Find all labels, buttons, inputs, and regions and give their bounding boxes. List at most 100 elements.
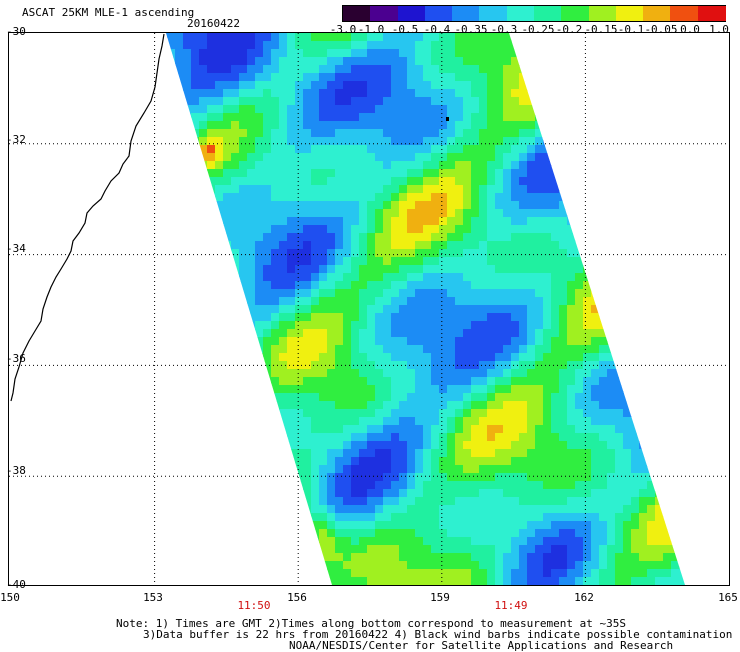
swath-cell <box>511 529 520 538</box>
swath-cell <box>191 457 200 466</box>
swath-cell <box>503 329 512 338</box>
swath-cell <box>231 113 240 122</box>
swath-cell <box>239 225 248 234</box>
swath-cell <box>495 441 504 450</box>
swath-cell <box>175 297 184 306</box>
swath-cell <box>215 521 224 530</box>
swath-cell <box>655 569 664 578</box>
swath-cell <box>551 353 560 362</box>
swath-cell <box>679 89 685 98</box>
swath-cell <box>559 377 568 386</box>
swath-cell <box>167 377 176 386</box>
swath-cell <box>343 89 352 98</box>
swath-cell <box>295 481 304 490</box>
swath-cell <box>471 241 480 250</box>
swath-cell <box>599 265 608 274</box>
swath-cell <box>639 417 648 426</box>
swath-cell <box>263 113 272 122</box>
swath-cell <box>175 385 184 394</box>
swath-cell <box>535 377 544 386</box>
swath-cell <box>663 441 672 450</box>
swath-cell <box>175 465 184 474</box>
swath-cell <box>166 457 168 466</box>
swath-cell <box>567 553 576 562</box>
swath-cell <box>495 433 504 442</box>
swath-cell <box>631 73 640 82</box>
swath-cell <box>247 465 256 474</box>
swath-cell <box>607 577 616 585</box>
swath-cell <box>423 65 432 74</box>
swath-cell <box>431 257 440 266</box>
swath-cell <box>479 545 488 554</box>
swath-cell <box>463 457 472 466</box>
swath-cell <box>591 497 600 506</box>
swath-cell <box>663 233 672 242</box>
swath-cell <box>375 513 384 522</box>
swath-cell <box>231 73 240 82</box>
swath-cell <box>311 185 320 194</box>
swath-cell <box>367 97 376 106</box>
swath-cell <box>239 201 248 210</box>
swath-cell <box>199 193 208 202</box>
swath-cell <box>167 97 176 106</box>
swath-cell <box>591 105 600 114</box>
swath-cell <box>279 137 288 146</box>
swath-cell <box>391 57 400 66</box>
swath-cell <box>447 225 456 234</box>
swath-cell <box>166 97 168 106</box>
swath-cell <box>183 321 192 330</box>
swath-cell <box>191 537 200 546</box>
swath-cell <box>415 553 424 562</box>
swath-cell <box>359 249 368 258</box>
swath-cell <box>359 409 368 418</box>
swath-cell <box>551 177 560 186</box>
swath-cell <box>167 57 176 66</box>
swath-cell <box>231 145 240 154</box>
swath-cell <box>239 473 248 482</box>
swath-cell <box>391 417 400 426</box>
swath-cell <box>271 281 280 290</box>
swath-cell <box>199 481 208 490</box>
swath-cell <box>167 209 176 218</box>
swath-cell <box>487 89 496 98</box>
swath-cell <box>471 441 480 450</box>
swath-cell <box>687 337 696 346</box>
swath-cell <box>311 425 320 434</box>
swath-cell <box>687 473 696 482</box>
swath-cell <box>591 337 600 346</box>
swath-cell <box>223 73 232 82</box>
swath-cell <box>279 89 288 98</box>
swath-cell <box>535 177 544 186</box>
swath-cell <box>351 89 360 98</box>
swath-cell <box>231 545 240 554</box>
swath-cell <box>375 33 384 42</box>
swath-cell <box>671 329 680 338</box>
swath-cell <box>551 233 560 242</box>
swath-cell <box>247 177 256 186</box>
swath-cell <box>343 505 352 514</box>
swath-cell <box>167 153 176 162</box>
swath-cell <box>495 201 504 210</box>
swath-cell <box>399 457 408 466</box>
swath-cell <box>631 361 640 370</box>
swath-cell <box>303 193 312 202</box>
swath-cell <box>335 249 344 258</box>
swath-cell <box>199 449 208 458</box>
swath-cell <box>559 385 568 394</box>
swath-cell <box>367 161 376 170</box>
swath-cell <box>375 305 384 314</box>
swath-cell <box>271 513 280 522</box>
swath-cell <box>327 305 336 314</box>
swath-cell <box>447 145 456 154</box>
swath-cell <box>295 385 304 394</box>
swath-cell <box>175 577 184 585</box>
swath-cell <box>631 401 640 410</box>
swath-cell <box>599 41 608 50</box>
swath-cell <box>575 201 584 210</box>
swath-cell <box>175 113 184 122</box>
swath-cell <box>591 521 600 530</box>
swath-cell <box>319 473 328 482</box>
swath-cell <box>599 361 608 370</box>
swath-cell <box>663 465 672 474</box>
swath-cell <box>631 137 640 146</box>
